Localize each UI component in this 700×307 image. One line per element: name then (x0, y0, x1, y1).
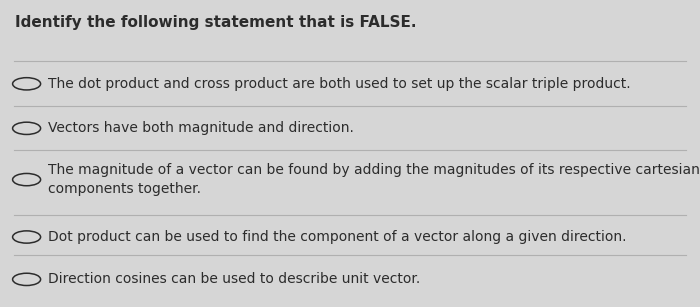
Text: The magnitude of a vector can be found by adding the magnitudes of its respectiv: The magnitude of a vector can be found b… (48, 163, 699, 196)
Text: Dot product can be used to find the component of a vector along a given directio: Dot product can be used to find the comp… (48, 230, 626, 244)
Text: Direction cosines can be used to describe unit vector.: Direction cosines can be used to describ… (48, 272, 420, 286)
Text: Identify the following statement that is FALSE.: Identify the following statement that is… (15, 15, 417, 30)
Text: The dot product and cross product are both used to set up the scalar triple prod: The dot product and cross product are bo… (48, 77, 630, 91)
Text: Vectors have both magnitude and direction.: Vectors have both magnitude and directio… (48, 121, 354, 135)
